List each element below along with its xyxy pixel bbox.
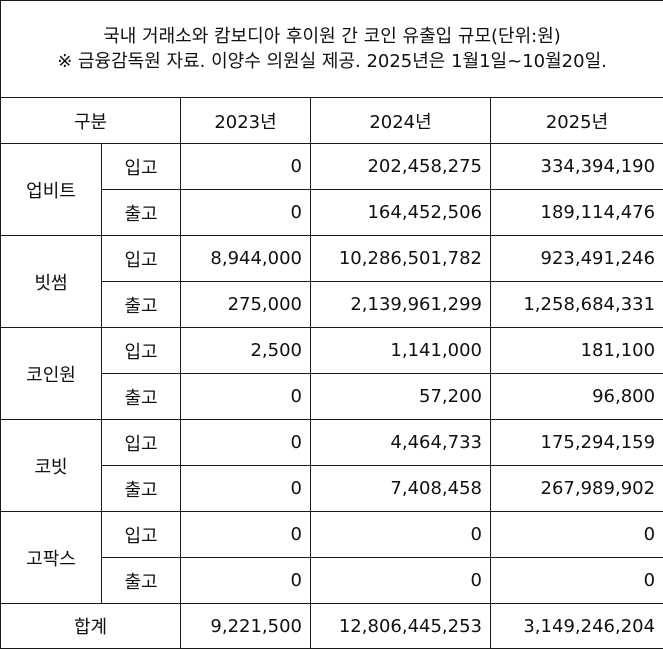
amount-cell: 0 (489, 557, 663, 604)
table-row: 출고 0 57,200 96,800 (1, 373, 663, 420)
total-amount: 9,221,500 (180, 603, 311, 649)
flow-type: 입고 (101, 511, 181, 558)
table-row: 출고 275,000 2,139,961,299 1,258,684,331 (1, 281, 663, 328)
amount-cell: 4,464,733 (310, 419, 491, 466)
table-title-cell: 국내 거래소와 캄보디아 후이원 간 코인 유출입 규모(단위:원) ※ 금융감… (0, 0, 663, 98)
exchange-name: 코인원 (0, 327, 102, 420)
amount-cell: 57,200 (310, 373, 491, 420)
amount-cell: 7,408,458 (310, 465, 491, 512)
amount-cell: 334,394,190 (489, 143, 663, 190)
flow-type: 입고 (101, 235, 181, 282)
amount-cell: 0 (180, 557, 311, 604)
amount-cell: 923,491,246 (489, 235, 663, 282)
flow-type: 출고 (101, 557, 181, 604)
exchange-name: 고팍스 (0, 511, 102, 604)
amount-cell: 0 (180, 373, 311, 420)
header-year-2024: 2024년 (310, 97, 491, 144)
amount-cell: 2,500 (180, 327, 311, 374)
amount-cell: 175,294,159 (489, 419, 663, 466)
flow-type: 출고 (101, 189, 181, 236)
table-row: 출고 0 164,452,506 189,114,476 (1, 189, 663, 236)
amount-cell: 8,944,000 (180, 235, 311, 282)
flow-type: 출고 (101, 281, 181, 328)
table-title: 국내 거래소와 캄보디아 후이원 간 코인 유출입 규모(단위:원) (103, 26, 561, 47)
amount-cell: 275,000 (180, 281, 311, 328)
flow-type: 입고 (101, 327, 181, 374)
table-row: 고팍스 입고 0 0 0 (0, 511, 663, 604)
table-note: ※ 금융감독원 자료. 이양수 의원실 제공. 2025년은 1월1일~10월2… (57, 51, 607, 72)
amount-cell: 0 (180, 419, 311, 466)
amount-cell: 164,452,506 (310, 189, 491, 236)
total-amount: 3,149,246,204 (489, 603, 663, 649)
amount-cell: 181,100 (489, 327, 663, 374)
table-row: 빗썸 입고 8,944,000 10,286,501,782 923,491,246 (0, 235, 663, 328)
header-year-2025: 2025년 (489, 97, 663, 144)
total-amount: 12,806,445,253 (310, 603, 491, 649)
total-row: 합계 9,221,500 12,806,445,253 3,149,246,204 (0, 603, 663, 649)
amount-cell: 0 (310, 511, 491, 558)
table-row: 코인원 입고 2,500 1,141,000 181,100 (0, 327, 663, 420)
total-label: 합계 (0, 603, 181, 649)
table-row: 코빗 입고 0 4,464,733 175,294,159 (0, 419, 663, 512)
flow-type: 출고 (101, 465, 181, 512)
table-row: 업비트 입고 0 202,458,275 334,394,190 (0, 143, 663, 236)
amount-cell: 0 (180, 511, 311, 558)
amount-cell: 2,139,961,299 (310, 281, 491, 328)
amount-cell: 202,458,275 (310, 143, 491, 190)
header-category: 구분 (0, 97, 181, 144)
flow-type: 입고 (101, 143, 181, 190)
amount-cell: 0 (180, 465, 311, 512)
amount-cell: 189,114,476 (489, 189, 663, 236)
title-row: 국내 거래소와 캄보디아 후이원 간 코인 유출입 규모(단위:원) ※ 금융감… (0, 0, 663, 98)
amount-cell: 0 (180, 143, 311, 190)
amount-cell: 96,800 (489, 373, 663, 420)
header-row: 구분 2023년 2024년 2025년 (0, 97, 663, 144)
amount-cell: 0 (489, 511, 663, 558)
header-year-2023: 2023년 (180, 97, 311, 144)
amount-cell: 0 (180, 189, 311, 236)
amount-cell: 0 (310, 557, 491, 604)
amount-cell: 10,286,501,782 (310, 235, 491, 282)
amount-cell: 1,141,000 (310, 327, 491, 374)
exchange-name: 업비트 (0, 143, 102, 236)
flow-type: 입고 (101, 419, 181, 466)
flow-type: 출고 (101, 373, 181, 420)
amount-cell: 267,989,902 (489, 465, 663, 512)
exchange-name: 빗썸 (0, 235, 102, 328)
exchange-name: 코빗 (0, 419, 102, 512)
table-row: 출고 0 0 0 (1, 557, 663, 604)
table-row: 출고 0 7,408,458 267,989,902 (1, 465, 663, 512)
amount-cell: 1,258,684,331 (489, 281, 663, 328)
